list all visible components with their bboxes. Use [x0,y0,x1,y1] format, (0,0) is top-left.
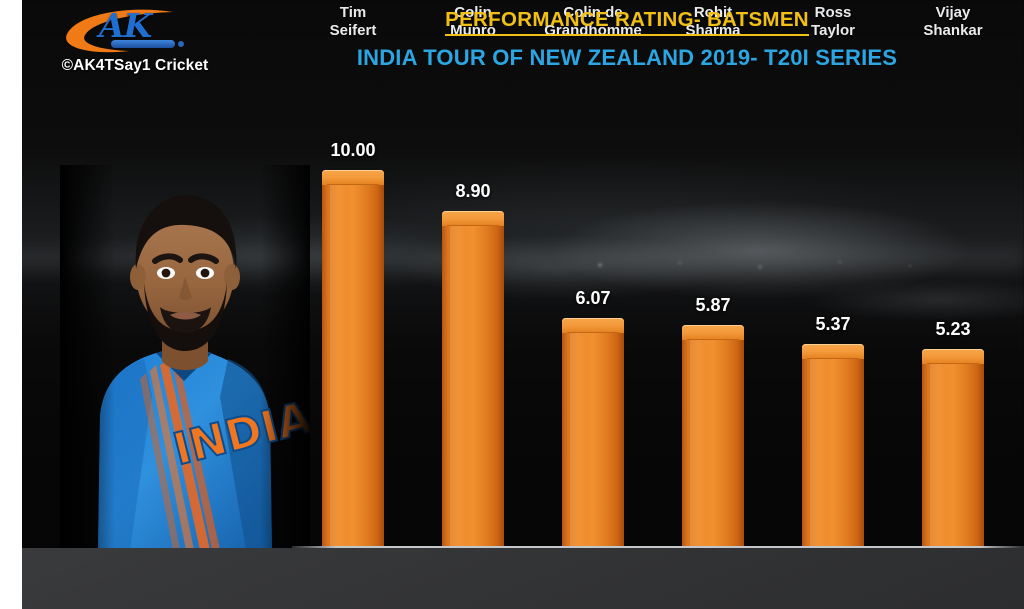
bar-value-label: 5.23 [935,319,971,339]
title-block: PERFORMANCE RATING- BATSMEN INDIA TOUR O… [230,8,1024,71]
bar-column[interactable]: 6.07 [562,288,624,546]
logo-letters: AK [99,6,152,45]
bar-shape [922,349,984,546]
bar-top-cap [562,318,624,333]
bar-shape [442,211,504,546]
category-label: Ross Taylor [768,4,898,41]
player-portrait-illustration: INDIA [60,165,310,550]
bar-highlight [930,364,946,546]
player-photo: INDIA [60,165,310,550]
bar-top-cap [802,344,864,359]
bar-value-label: 8.90 [455,181,491,201]
bar-highlight [810,359,826,546]
bar-value-label: 5.37 [815,314,851,334]
bar-value-label: 5.87 [695,295,731,315]
bar-value-label: 10.00 [330,140,376,160]
category-label-line1: Colin [454,4,492,21]
bar-column[interactable]: 5.87 [682,295,744,546]
page-subtitle: INDIA TOUR OF NEW ZEALAND 2019- T20I SER… [356,45,898,70]
bar-shape [322,170,384,546]
category-label-line2: Taylor [811,22,855,40]
bar-column[interactable]: 8.90 [442,181,504,546]
category-label: Tim Seifert [288,4,418,41]
category-label-line1: Tim [339,4,367,21]
brand-caption: ©AK4TSay1 Cricket [61,57,209,74]
bar-shape [682,325,744,546]
chart-baseline [292,546,1024,548]
left-white-margin [0,0,22,609]
bar-value-label: 6.07 [575,288,611,308]
bar-highlight [450,226,466,546]
brand-logo-block: AK ©AK4TSay1 Cricket [40,4,230,75]
header: AK ©AK4TSay1 Cricket PERFORMANCE RATING-… [0,0,1024,95]
bar-top-cap [922,349,984,364]
bar-shape [562,318,624,546]
page-title: PERFORMANCE RATING- BATSMEN [445,8,809,36]
background-stadium-lights [560,255,980,277]
bar-top-cap [682,325,744,340]
bar-column[interactable]: 10.00 [322,140,384,546]
category-label-line2: Seifert [329,22,377,40]
bar-top-cap [322,170,384,185]
bar-column[interactable]: 5.23 [922,319,984,546]
category-label-band [0,548,1024,609]
category-label-line2: Shankar [923,22,983,40]
bar-highlight [330,185,346,546]
ak-cricket-logo-icon: AK [55,4,215,56]
category-label-line1: Ross [814,4,852,21]
bar-shape [802,344,864,546]
bar-highlight [570,333,586,546]
bar-highlight [690,340,706,546]
cricket-bat-icon [111,40,184,48]
swoosh-icon [66,9,173,53]
category-label-line1: Colin de [563,4,623,21]
bar-top-cap [442,211,504,226]
category-label-line1: Rohit [693,4,733,21]
bar-column[interactable]: 5.37 [802,314,864,546]
category-label: Vijay Shankar [888,4,1018,41]
category-label-line1: Vijay [935,4,971,21]
